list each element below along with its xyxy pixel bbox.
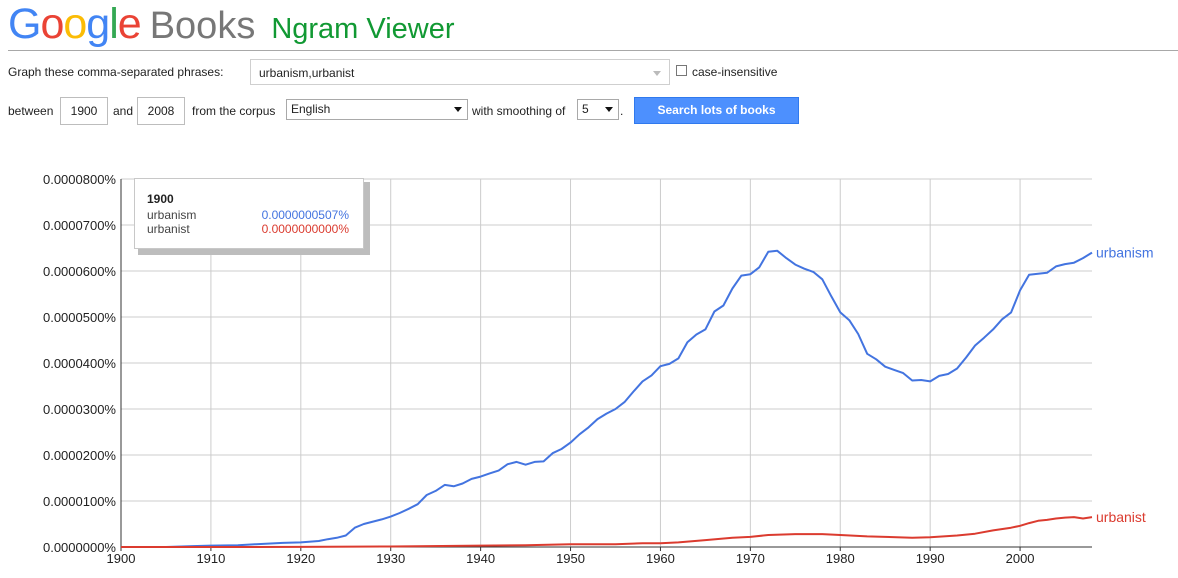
app-logo[interactable]: Google Books Ngram Viewer	[8, 0, 455, 48]
case-insensitive-label[interactable]: case-insensitive	[692, 65, 778, 79]
tooltip-series-value: 0.0000000507%	[261, 208, 349, 222]
series-line-urbanism	[121, 249, 1093, 548]
x-tick-label: 1960	[646, 551, 675, 566]
chart-series-labels: urbanism urbanist	[1096, 245, 1154, 525]
phrases-input-value: urbanism,urbanist	[259, 66, 355, 80]
chart-series	[121, 249, 1093, 548]
logo-letter: o	[63, 0, 87, 48]
y-tick-label: 0.0000700%	[43, 218, 116, 233]
smoothing-select[interactable]: 5	[577, 99, 619, 120]
series-label-urbanism: urbanism	[1096, 245, 1154, 261]
tooltip-series-value: 0.0000000000%	[261, 222, 349, 236]
y-tick-label: 0.0000800%	[43, 172, 116, 187]
y-tick-label: 0.0000600%	[43, 264, 116, 279]
x-tick-label: 1950	[556, 551, 585, 566]
x-tick-label: 2000	[1006, 551, 1035, 566]
corpus-select[interactable]: English	[286, 99, 468, 120]
logo-letter: l	[109, 0, 119, 48]
y-tick-label: 0.0000400%	[43, 356, 116, 371]
y-tick-label: 0.0000100%	[43, 494, 116, 509]
tooltip-year: 1900	[147, 192, 174, 206]
y-tick-label: 0.0000200%	[43, 448, 116, 463]
series-label-urbanist: urbanist	[1096, 509, 1146, 525]
x-tick-label: 1940	[466, 551, 495, 566]
search-button[interactable]: Search lots of books	[634, 97, 799, 124]
period: .	[620, 104, 624, 118]
x-tick-label: 1920	[286, 551, 315, 566]
chevron-down-icon	[454, 107, 462, 112]
tooltip-series-name: urbanism	[147, 208, 197, 222]
corpus-select-value: English	[291, 102, 331, 116]
phrases-input[interactable]: urbanism,urbanist	[250, 59, 670, 85]
chart-tooltip: 1900 urbanism 0.0000000507% urbanist 0.0…	[134, 178, 364, 249]
app-title: Ngram Viewer	[271, 13, 455, 45]
x-tick-label: 1900	[107, 551, 136, 566]
corpus-label: from the corpus	[192, 104, 276, 118]
x-tick-label: 1970	[736, 551, 765, 566]
phrases-label: Graph these comma-separated phrases:	[8, 65, 224, 79]
case-insensitive-checkbox[interactable]	[676, 65, 687, 76]
books-logo-text: Books	[149, 5, 256, 47]
between-label: between	[8, 104, 54, 118]
x-tick-label: 1930	[376, 551, 405, 566]
chart-grid	[121, 178, 1092, 547]
and-label: and	[113, 104, 134, 118]
x-tick-label: 1980	[826, 551, 855, 566]
x-tick-label: 1990	[916, 551, 945, 566]
year-start-input[interactable]: 1900	[60, 97, 108, 125]
logo-letter: G	[8, 0, 41, 48]
google-logo: Google	[8, 0, 142, 48]
y-tick-label: 0.0000000%	[43, 540, 116, 555]
y-tick-label: 0.0000500%	[43, 310, 116, 325]
chart-axes: 0.0000000% 0.0000100% 0.0000200% 0.0000300%…	[43, 172, 1092, 566]
series-line-urbanist	[121, 516, 1093, 548]
smoothing-select-value: 5	[582, 102, 589, 116]
x-tick-label: 1910	[196, 551, 225, 566]
logo-letter: o	[40, 0, 64, 48]
logo-letter: g	[86, 0, 110, 48]
chevron-down-icon	[605, 107, 613, 112]
year-end-input[interactable]: 2008	[137, 97, 185, 125]
y-tick-label: 0.0000300%	[43, 402, 116, 417]
dropdown-arrow-icon[interactable]	[653, 71, 661, 76]
smoothing-label: with smoothing of	[472, 104, 566, 118]
tooltip-series-name: urbanist	[147, 222, 190, 236]
header-divider	[8, 50, 1178, 51]
logo-letter: e	[117, 0, 142, 48]
